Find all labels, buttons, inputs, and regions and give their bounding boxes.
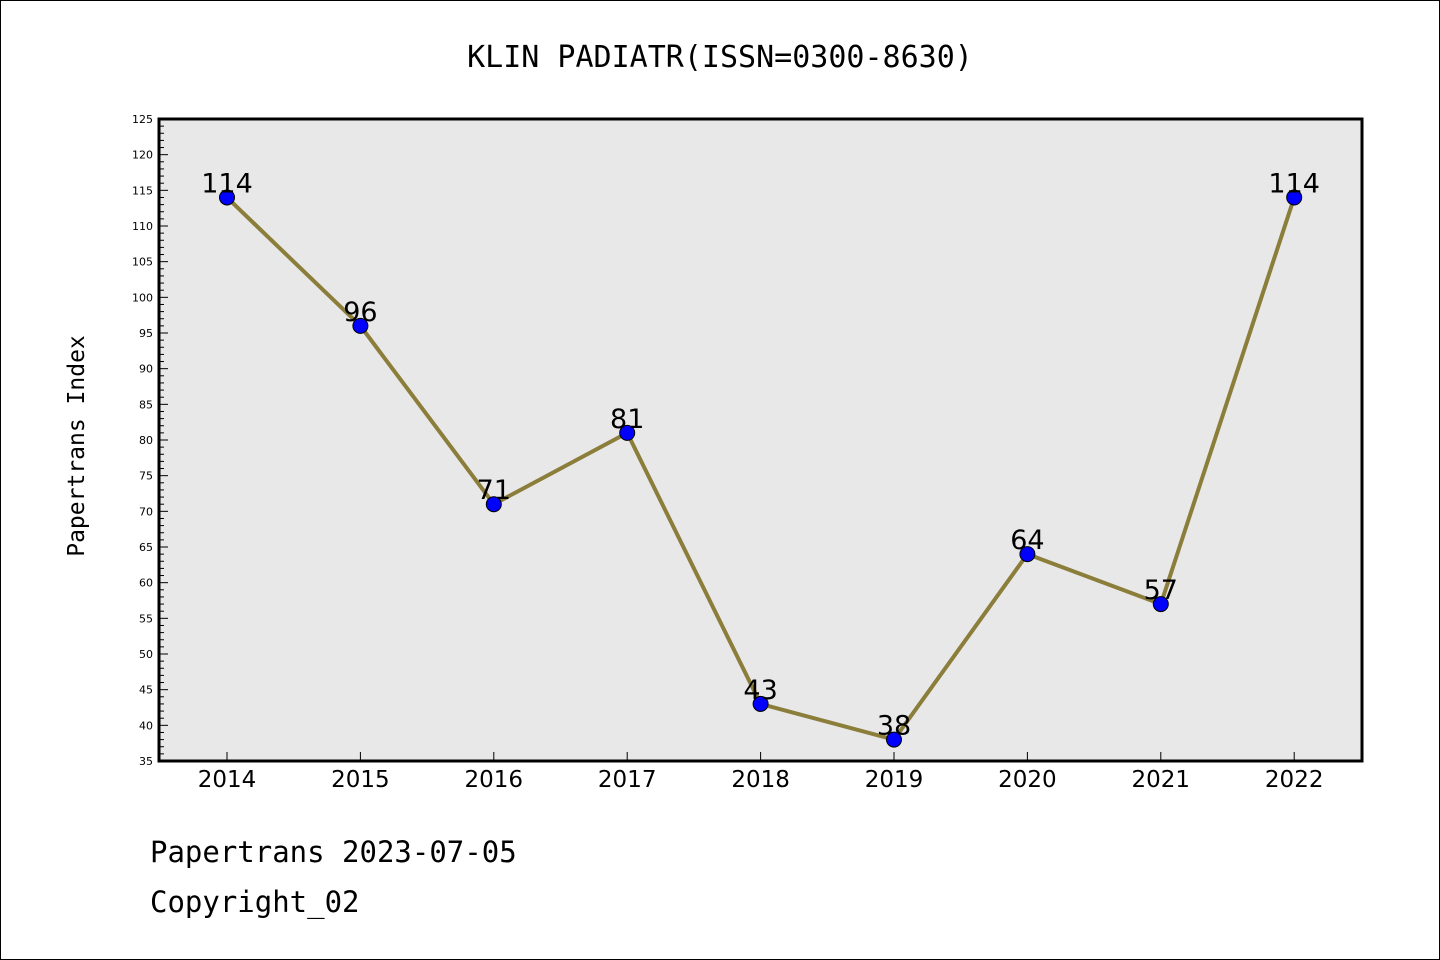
data-label: 43 — [743, 675, 777, 706]
y-tick-label: 105 — [132, 256, 153, 269]
data-label: 114 — [201, 168, 253, 199]
y-tick-label: 115 — [132, 184, 153, 197]
y-tick-label: 70 — [139, 505, 153, 518]
x-tick-label: 2019 — [865, 767, 924, 793]
data-point — [752, 695, 769, 712]
y-tick-label: 75 — [139, 470, 153, 483]
y-tick-label: 85 — [139, 398, 153, 411]
y-tick-label: 80 — [139, 434, 153, 447]
x-tick-label: 2022 — [1265, 767, 1324, 793]
data-label: 81 — [610, 404, 644, 435]
y-tick-label: 40 — [139, 719, 153, 732]
x-tick-label: 2017 — [598, 767, 657, 793]
y-axis-label: Papertrans Index — [64, 335, 90, 557]
data-label: 96 — [343, 297, 377, 328]
y-tick-label: 90 — [139, 363, 153, 376]
y-tick-label: 110 — [132, 220, 153, 233]
y-tick-label: 50 — [139, 648, 153, 661]
data-label: 64 — [1010, 525, 1044, 556]
y-tick-label: 95 — [139, 327, 153, 340]
series-layer: 114 96 71 81 43 38 64 57 114 — [201, 168, 1320, 748]
x-tick-label: 2015 — [331, 767, 390, 793]
data-label: 114 — [1268, 168, 1320, 199]
y-tick-label: 45 — [139, 684, 153, 697]
footer-copyright: Copyright_02 — [150, 885, 360, 919]
data-point — [886, 731, 902, 748]
footer-source-date: Papertrans 2023-07-05 — [150, 835, 517, 869]
data-label: 38 — [877, 711, 911, 742]
y-tick-label: 55 — [139, 612, 153, 625]
data-point — [619, 424, 636, 441]
data-point — [485, 496, 502, 513]
x-axis: 2014 2015 2016 2017 2018 2019 2020 2021 2022 — [198, 752, 1324, 793]
y-tick-label: 125 — [132, 113, 153, 126]
data-point — [1019, 546, 1036, 563]
data-label: 71 — [477, 475, 511, 506]
y-tick-label: 100 — [132, 291, 153, 304]
x-tick-label: 2016 — [465, 767, 524, 793]
data-label: 57 — [1144, 575, 1178, 606]
y-tick-label: 65 — [139, 541, 153, 554]
x-tick-label: 2020 — [998, 767, 1057, 793]
y-axis: 35 40 45 50 55 60 65 70 75 80 85 90 95 100 105 110 115 12… — [132, 113, 168, 768]
plot-area — [157, 117, 1364, 763]
chart-title: KLIN PADIATR(ISSN=0300-8630) — [467, 40, 973, 75]
x-tick-label: 2021 — [1132, 767, 1191, 793]
data-point — [1286, 189, 1303, 206]
x-tick-label: 2014 — [198, 767, 257, 793]
data-point — [352, 317, 369, 334]
data-point — [219, 189, 235, 206]
y-tick-label: 60 — [139, 577, 153, 590]
x-tick-label: 2018 — [731, 767, 790, 793]
y-tick-label: 35 — [139, 755, 153, 768]
data-point — [1152, 596, 1169, 613]
y-tick-label: 120 — [132, 149, 153, 162]
